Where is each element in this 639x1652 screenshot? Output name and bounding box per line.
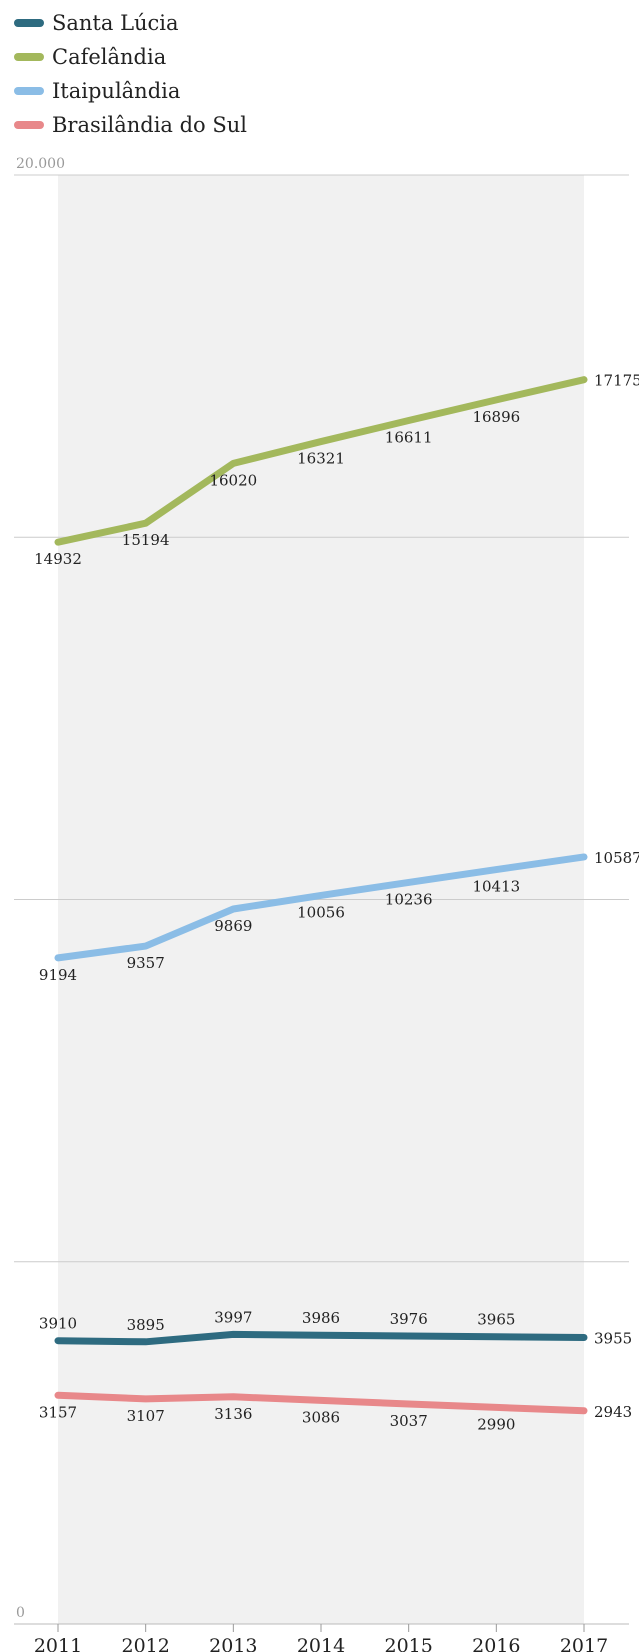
data-label: 3086: [302, 1408, 340, 1426]
legend-item-santa-lucia[interactable]: Santa Lúcia: [14, 6, 247, 40]
x-tick-label: 2016: [472, 1635, 520, 1652]
data-label: 16611: [385, 429, 433, 447]
series-line: [54, 1330, 588, 1346]
x-tick-label: 2011: [34, 1635, 82, 1652]
data-label: 3986: [302, 1309, 340, 1327]
data-label: 10056: [297, 903, 345, 921]
x-tick-label: 2014: [297, 1635, 345, 1652]
data-label: 16896: [472, 408, 520, 426]
data-label: 9869: [214, 917, 252, 935]
legend-label: Cafelândia: [52, 45, 167, 69]
data-label: 16020: [209, 471, 257, 489]
data-label: 3136: [214, 1405, 252, 1423]
y-tick-label: 20.000: [16, 156, 65, 172]
data-label: 3955: [594, 1329, 632, 1347]
y-tick-label: 0: [16, 1605, 25, 1621]
data-label: 10413: [472, 878, 520, 896]
data-label: 16321: [297, 450, 345, 468]
legend-swatch: [14, 53, 44, 61]
data-label: 2990: [477, 1415, 515, 1433]
data-label: 3965: [477, 1311, 515, 1329]
data-label: 17175: [594, 372, 639, 390]
legend-item-itaipulandia[interactable]: Itaipulândia: [14, 74, 247, 108]
data-label: 15194: [122, 531, 170, 549]
legend-swatch: [14, 121, 44, 129]
legend-swatch: [14, 19, 44, 27]
series-line: [54, 853, 588, 962]
data-label: 3976: [390, 1310, 428, 1328]
data-label: 10236: [385, 890, 433, 908]
x-tick-label: 2015: [384, 1635, 432, 1652]
data-label: 3157: [39, 1403, 77, 1421]
data-label: 3037: [390, 1412, 428, 1430]
legend-label: Brasilândia do Sul: [52, 113, 247, 137]
legend-label: Santa Lúcia: [52, 11, 179, 35]
data-label: 9357: [127, 954, 165, 972]
series-line: [54, 376, 588, 546]
data-label: 3997: [214, 1308, 252, 1326]
legend-item-brasilandia-do-sul[interactable]: Brasilândia do Sul: [14, 108, 247, 142]
legend-label: Itaipulândia: [52, 79, 181, 103]
data-label: 2943: [594, 1403, 632, 1421]
data-label: 9194: [39, 966, 77, 984]
legend-swatch: [14, 87, 44, 95]
legend: Santa Lúcia Cafelândia Itaipulândia Bras…: [14, 6, 247, 142]
data-label: 3910: [39, 1315, 77, 1333]
data-label: 10587: [594, 849, 639, 867]
series-line: [54, 1391, 588, 1415]
data-label: 3107: [127, 1407, 165, 1425]
x-tick-label: 2013: [209, 1635, 257, 1652]
x-tick-label: 2017: [560, 1635, 608, 1652]
data-label: 3895: [127, 1316, 165, 1334]
legend-item-cafelandia[interactable]: Cafelândia: [14, 40, 247, 74]
x-tick-label: 2012: [121, 1635, 169, 1652]
data-label: 14932: [34, 550, 82, 568]
